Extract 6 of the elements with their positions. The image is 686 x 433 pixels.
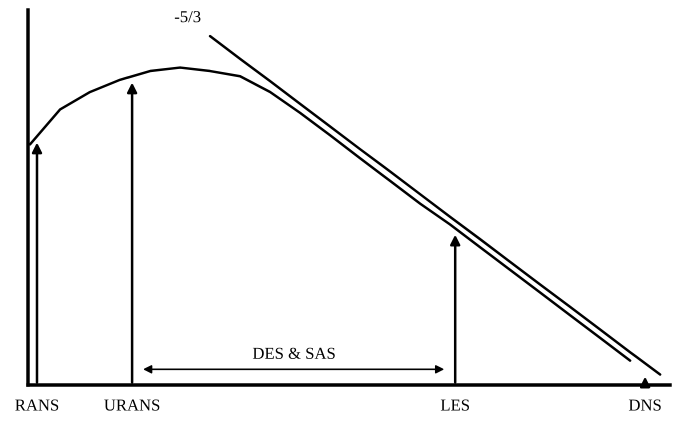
annotation: DES & SAS — [252, 348, 335, 359]
text: LES — [440, 399, 469, 411]
text: URANS — [104, 399, 160, 411]
text: RANS — [15, 399, 58, 411]
text: DNS — [628, 399, 661, 411]
series-label: -5/3 — [174, 11, 200, 22]
